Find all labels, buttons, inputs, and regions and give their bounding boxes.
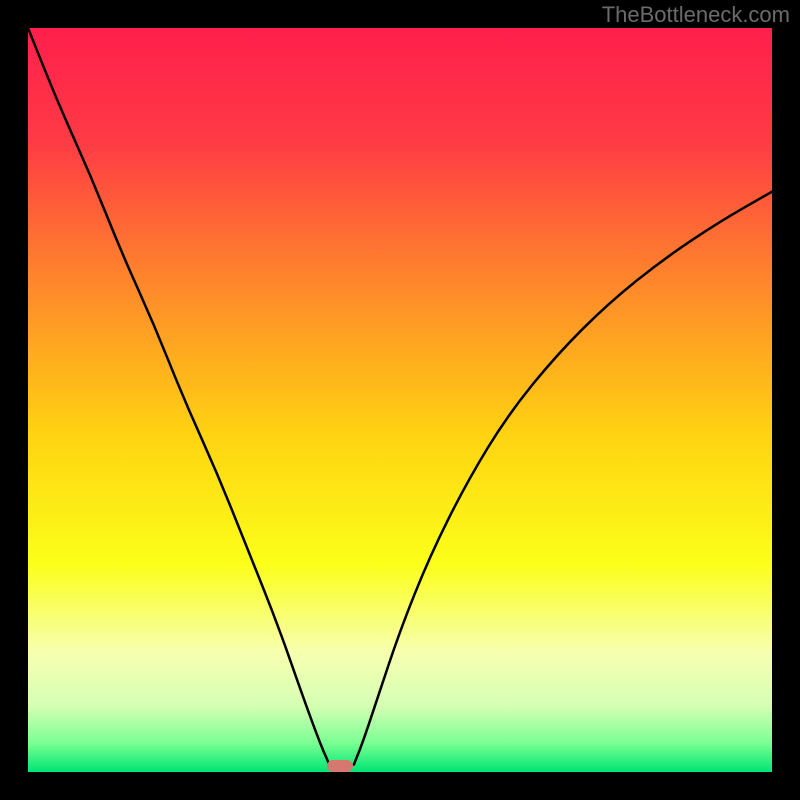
- bottleneck-curves: [28, 28, 772, 772]
- curve-right: [354, 192, 772, 765]
- watermark-text: TheBottleneck.com: [602, 2, 790, 28]
- curve-left: [28, 28, 329, 765]
- minimum-marker: [327, 760, 353, 772]
- chart-plot-area: [28, 28, 772, 772]
